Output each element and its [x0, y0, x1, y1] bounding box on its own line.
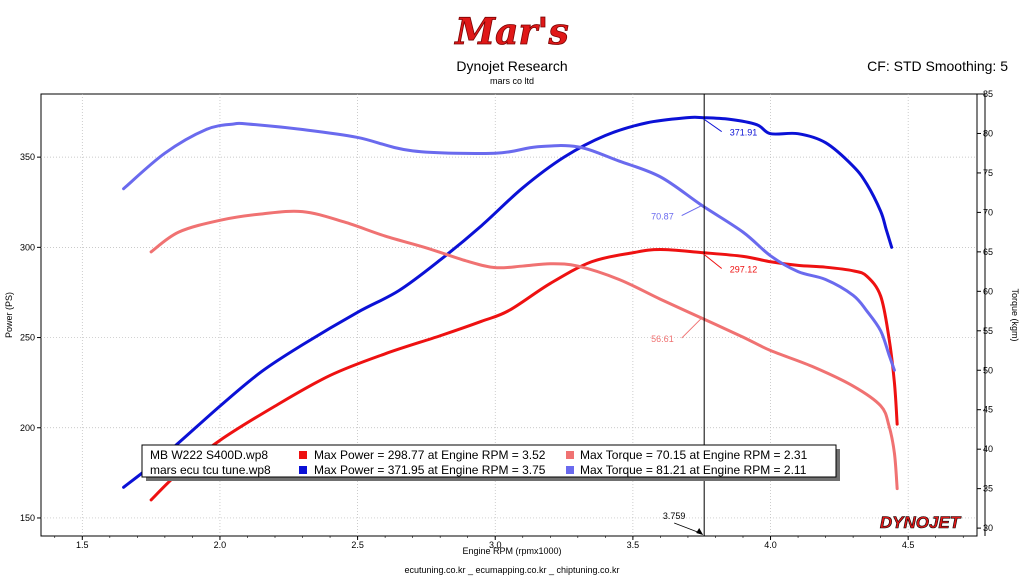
annotation-label-3: 56.61 — [651, 334, 674, 344]
annotation-leader-2 — [681, 205, 702, 216]
annotation-leader-0 — [701, 117, 722, 133]
x-tick-label-0: 1.5 — [76, 540, 89, 550]
legend-file-2: mars ecu tcu tune.wp8 — [150, 463, 271, 477]
legend-power-1: Max Power = 298.77 at Engine RPM = 3.52 — [314, 448, 546, 462]
y-right-tick-label-6: 60 — [983, 286, 993, 296]
y-left-tick-label-3: 300 — [20, 242, 35, 252]
y-right-tick-label-0: 30 — [983, 523, 993, 533]
annotation-leader-1 — [701, 252, 723, 269]
y-right-tick-label-2: 40 — [983, 444, 993, 454]
y-right-tick-label-5: 55 — [983, 326, 993, 336]
series-torque-stock — [149, 209, 899, 491]
legend: MB W222 S400D.wp8 Max Power = 298.77 at … — [141, 444, 840, 481]
x-axis-label: Engine RPM (rpmx1000) — [462, 546, 561, 556]
legend-power-2: Max Power = 371.95 at Engine RPM = 3.75 — [314, 463, 546, 477]
legend-swatch-torque-stock — [566, 451, 574, 459]
cursor-arrowhead — [696, 528, 704, 535]
annotation-label-0: 371.91 — [730, 128, 758, 138]
y-left-tick-label-0: 150 — [20, 513, 35, 523]
annotation-label-1: 297.12 — [730, 265, 758, 275]
annotation-label-2: 70.87 — [651, 212, 674, 222]
legend-swatch-power-tune — [299, 466, 307, 474]
chart-subtitle: mars co ltd — [490, 76, 534, 86]
y-right-tick-label-9: 75 — [983, 168, 993, 178]
y-left-tick-label-2: 250 — [20, 333, 35, 343]
settings-label: CF: STD Smoothing: 5 — [867, 58, 1008, 74]
series-power-stock — [149, 248, 899, 502]
y-right-tick-label-3: 45 — [983, 405, 993, 415]
y-axis-label-right: Torque (kgm) — [1010, 288, 1020, 341]
x-tick-label-3: 3.0 — [489, 540, 502, 550]
y-right-tick-label-7: 65 — [983, 247, 993, 257]
legend-file-1: MB W222 S400D.wp8 — [150, 448, 268, 462]
cursor-label-leader — [674, 522, 701, 534]
x-tick-label-4: 3.5 — [627, 540, 640, 550]
axes: 1.5 2.0 2.5 3.0 3.5 4.0 4.5 150 200 250 300 350 30 35… — [20, 89, 993, 550]
y-right-tick-label-4: 50 — [983, 365, 993, 375]
rpm-cursor-label: 3.759 — [663, 511, 686, 521]
y-right-tick-label-10: 80 — [983, 128, 993, 138]
annotation-leader-3 — [681, 317, 703, 339]
x-tick-label-2: 2.5 — [351, 540, 364, 550]
y-right-tick-label-11: 85 — [983, 89, 993, 99]
dynojet-brand: DYNOJET — [880, 513, 963, 533]
x-tick-label-6: 4.5 — [902, 540, 915, 550]
brand-text: DYNOJET — [880, 513, 962, 532]
legend-swatch-power-stock — [299, 451, 307, 459]
logo-text: Mar's — [453, 11, 568, 53]
y-left-tick-label-4: 350 — [20, 152, 35, 162]
legend-torque-1: Max Torque = 70.15 at Engine RPM = 2.31 — [580, 448, 808, 462]
y-right-tick-label-1: 35 — [983, 484, 993, 494]
series-torque-tune — [122, 121, 896, 372]
footer-text: ecutuning.co.kr _ ecumapping.co.kr _ chi… — [404, 565, 619, 575]
y-axis-label-left: Power (PS) — [4, 292, 14, 338]
y-left-tick-label-1: 200 — [20, 423, 35, 433]
x-tick-label-1: 2.0 — [214, 540, 227, 550]
series-power-tune — [122, 115, 894, 489]
x-tick-label-5: 4.0 — [764, 540, 777, 550]
mars-logo: Mar's — [453, 11, 569, 54]
legend-box — [141, 444, 837, 478]
y-right-tick-label-8: 70 — [983, 207, 993, 217]
series-layer — [122, 115, 899, 502]
legend-swatch-torque-tune — [566, 466, 574, 474]
chart-title: Dynojet Research — [456, 58, 567, 74]
legend-torque-2: Max Torque = 81.21 at Engine RPM = 2.11 — [580, 463, 807, 477]
cursor-annotations: 371.91 297.12 70.87 56.61 — [651, 117, 758, 535]
